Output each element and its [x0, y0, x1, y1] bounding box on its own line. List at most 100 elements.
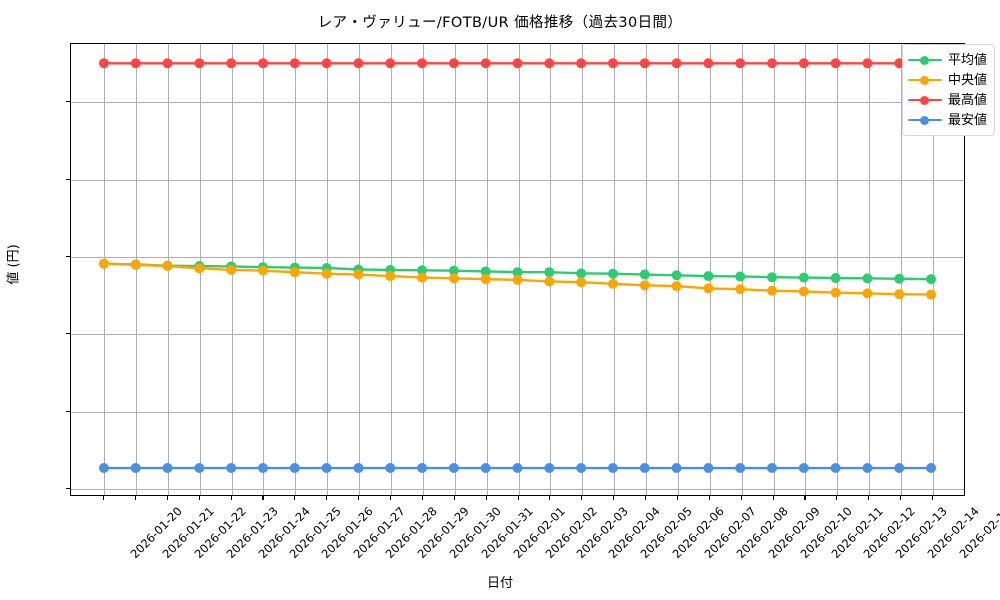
gridline-vertical	[773, 44, 775, 495]
y-axis-tick-mark	[66, 178, 70, 180]
data-point	[385, 271, 396, 282]
data-point	[926, 274, 937, 285]
data-point	[448, 58, 459, 69]
data-point	[194, 263, 205, 274]
plot-area	[70, 43, 965, 496]
data-point	[448, 463, 459, 473]
data-point	[226, 264, 237, 275]
x-axis-tick-mark	[708, 496, 710, 500]
data-point	[798, 58, 809, 69]
gridline-horizontal	[71, 256, 964, 258]
data-point	[607, 463, 618, 473]
x-axis-tick-mark	[740, 496, 742, 500]
gridline-vertical	[741, 44, 743, 495]
data-point	[544, 58, 555, 69]
x-axis-tick-mark	[166, 496, 168, 500]
data-point	[735, 58, 746, 69]
legend-item-平均値[interactable]: 平均値	[907, 50, 987, 70]
data-point	[639, 280, 650, 291]
data-point	[512, 463, 523, 473]
data-point	[130, 58, 141, 69]
x-axis-tick-mark	[198, 496, 200, 500]
x-axis-tick-mark	[676, 496, 679, 500]
x-axis-tick-mark	[772, 496, 774, 500]
series-最高値	[98, 58, 937, 69]
data-point	[862, 58, 873, 69]
gridline-horizontal	[71, 102, 964, 104]
data-point	[671, 281, 682, 292]
legend-item-最安値[interactable]: 最安値	[907, 110, 987, 130]
legend-label: 最高値	[947, 92, 987, 108]
x-axis-tick-mark	[453, 496, 455, 500]
data-point	[289, 463, 300, 473]
x-axis-tick-mark	[900, 496, 902, 500]
data-point	[417, 58, 428, 69]
data-point	[98, 463, 109, 473]
x-axis-tick-mark	[549, 496, 551, 500]
gridline-vertical	[837, 44, 839, 495]
data-point	[544, 267, 555, 278]
gridline-horizontal	[71, 334, 964, 336]
data-point	[512, 58, 523, 69]
data-point	[480, 266, 491, 277]
x-axis-tick-mark	[581, 496, 583, 500]
data-point	[480, 274, 491, 285]
data-point	[162, 261, 173, 272]
data-point	[353, 269, 364, 280]
data-point	[98, 258, 109, 269]
data-point	[289, 267, 300, 278]
x-axis-tick-mark	[613, 496, 615, 500]
data-point	[385, 463, 396, 473]
data-point	[607, 278, 618, 289]
data-point	[767, 285, 777, 296]
data-point	[353, 463, 364, 473]
data-point	[862, 463, 873, 473]
x-axis-tick-mark	[517, 496, 519, 500]
data-point	[321, 268, 332, 279]
gridline-vertical	[709, 44, 711, 495]
gridline-horizontal	[71, 179, 964, 181]
gridline-vertical	[933, 44, 934, 495]
series-layer	[98, 58, 937, 473]
data-point	[162, 58, 173, 69]
data-point	[98, 58, 109, 69]
data-point	[480, 463, 491, 473]
y-axis-tick-mark	[66, 488, 70, 490]
gridline-vertical	[901, 44, 903, 495]
x-axis-tick-mark	[645, 496, 647, 500]
data-point	[798, 272, 809, 283]
data-point	[639, 58, 650, 69]
data-point	[671, 463, 682, 473]
x-axis-tick-mark	[836, 496, 838, 500]
data-point	[544, 276, 555, 287]
chart-legend: 平均値 中央値最高値最安値	[901, 44, 995, 136]
gridline-vertical	[869, 44, 871, 495]
legend-item-中央値[interactable]: 中央値	[907, 70, 987, 90]
x-axis-tick-mark	[932, 496, 934, 500]
data-point	[894, 463, 905, 473]
data-point	[703, 283, 714, 294]
x-axis-tick-mark	[804, 496, 806, 500]
x-axis-tick-mark	[294, 496, 296, 500]
gridline-horizontal	[71, 489, 964, 491]
chart-title: レア・ヴァリュー/FOTB/UR 価格推移（過去30日間）	[317, 15, 683, 31]
data-point	[830, 287, 841, 298]
gridline-vertical	[646, 44, 648, 495]
data-point	[735, 284, 746, 295]
data-point	[639, 463, 650, 473]
data-point	[926, 463, 937, 473]
data-point	[703, 271, 714, 282]
legend-label: 最安値	[947, 112, 987, 128]
data-point	[576, 58, 587, 69]
data-point	[417, 265, 428, 276]
x-axis-tick-mark	[358, 496, 360, 500]
data-point	[894, 289, 905, 300]
data-point	[830, 58, 841, 69]
data-point	[607, 58, 618, 69]
x-axis-tick-mark	[421, 496, 423, 500]
data-point	[798, 463, 809, 473]
legend-item-最高値[interactable]: 最高値	[907, 90, 987, 110]
data-point	[671, 270, 682, 281]
x-axis-label: 日付	[486, 576, 513, 591]
series-中央値	[98, 258, 937, 300]
